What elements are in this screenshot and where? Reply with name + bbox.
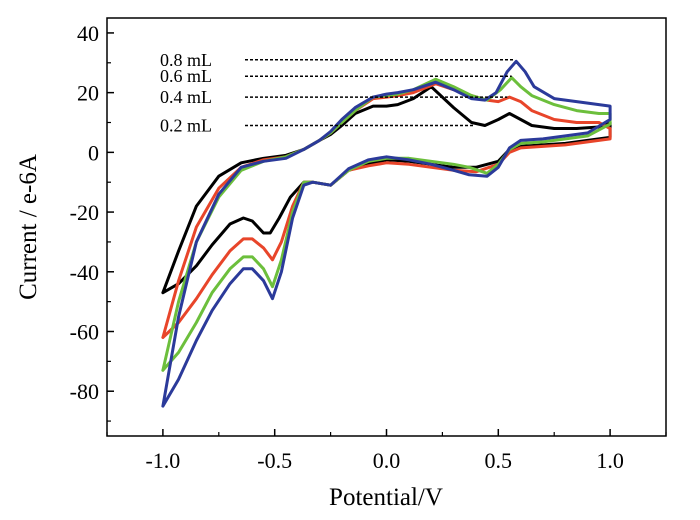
annotation-group: 0.8 mL0.6 mL0.4 mL 0.2 mL bbox=[160, 50, 514, 135]
x-tick-label: -0.5 bbox=[257, 448, 292, 473]
x-axis-title: Potential/V bbox=[329, 484, 443, 511]
x-tick-label: 1.0 bbox=[596, 448, 624, 473]
series-line-2 bbox=[161, 82, 612, 339]
y-tick-label: -40 bbox=[70, 260, 99, 285]
series-group bbox=[161, 59, 612, 408]
x-axis-ticks: -1.0 -0.5 0.0 0.5 1.0 bbox=[106, 429, 667, 473]
y-tick-label: -80 bbox=[70, 379, 99, 404]
x-tick-label: 0.0 bbox=[373, 448, 401, 473]
x-tick-label: 0.5 bbox=[485, 448, 513, 473]
series-line-1 bbox=[161, 85, 612, 295]
concentration-label: 0.6 mL bbox=[160, 66, 212, 86]
y-axis-title: Current / e-6A bbox=[15, 154, 42, 300]
y-tick-label: 40 bbox=[77, 21, 99, 46]
y-axis-ticks: -80 -60 -40 -20 0 20 40 bbox=[70, 21, 114, 422]
y-tick-label: 20 bbox=[77, 81, 99, 106]
y-tick-label: -20 bbox=[70, 200, 99, 225]
x-tick-label: -1.0 bbox=[145, 448, 180, 473]
y-tick-label: -60 bbox=[70, 320, 99, 345]
concentration-label: 0.8 mL bbox=[160, 50, 212, 70]
series-line-4 bbox=[161, 59, 612, 408]
concentration-label: 0.4 mL bbox=[160, 87, 212, 107]
concentration-label: 0.2 mL bbox=[160, 115, 212, 135]
y-tick-label: 0 bbox=[88, 140, 99, 165]
